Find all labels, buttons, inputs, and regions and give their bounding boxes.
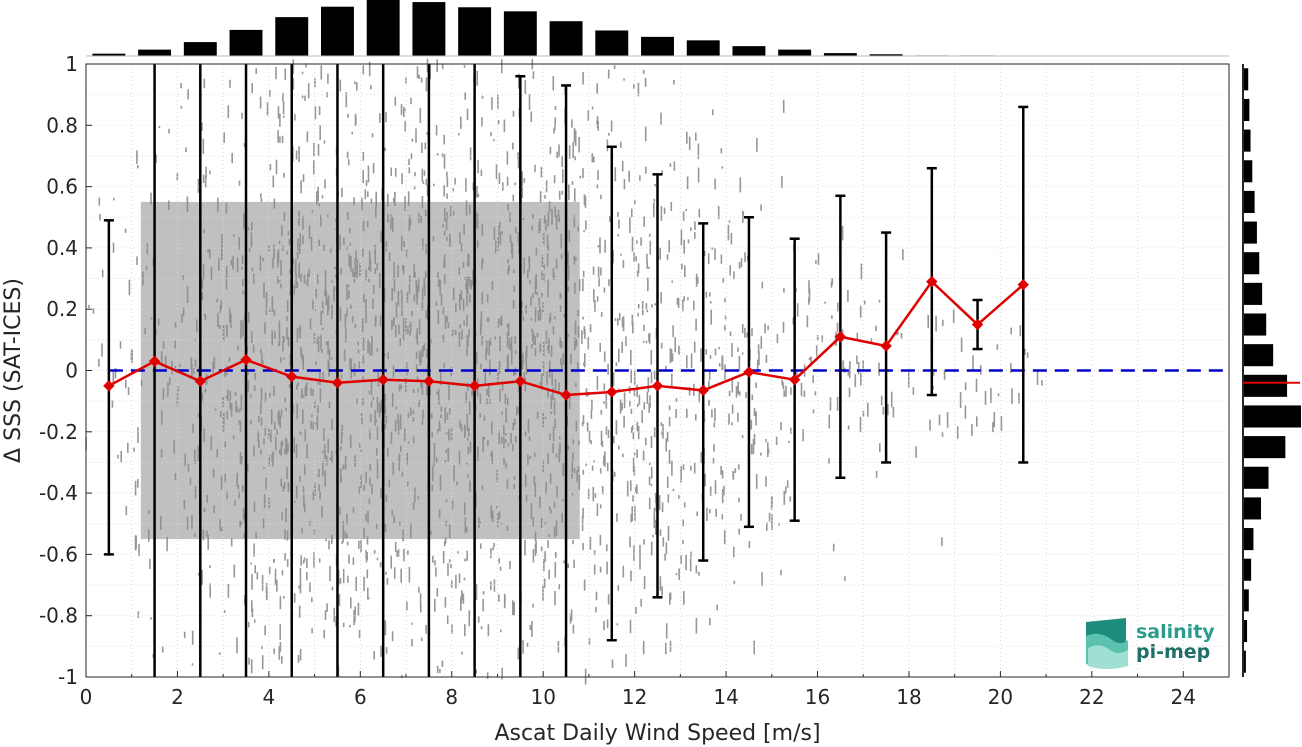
x-tick-label: 14 <box>713 685 738 709</box>
y-tick-label: -0.4 <box>39 481 78 505</box>
right-histogram-bar <box>1243 528 1254 551</box>
y-axis-title: Δ SSS (SAT-ICES) <box>1 278 26 463</box>
right-histogram-bar <box>1243 650 1246 673</box>
right-histogram-bar <box>1243 619 1248 643</box>
salinity-pi-mep-logo: salinity pi-mep <box>1086 618 1215 669</box>
mean-marker <box>240 354 252 366</box>
mean-marker <box>606 386 618 398</box>
right-histogram-bar <box>1243 190 1255 213</box>
mean-marker <box>697 384 709 397</box>
mean-marker <box>148 355 161 368</box>
top-histogram-bar <box>229 29 263 56</box>
y-tick-label: 0.2 <box>46 297 78 321</box>
right-histogram-bar <box>1243 589 1249 612</box>
right-histogram-bar <box>1243 160 1253 183</box>
right-histogram-bar <box>1243 282 1263 305</box>
x-axis: 0 2 4 6 8 10 12 14 16 18 20 22 24 <box>80 671 1230 709</box>
x-tick-label: 22 <box>1079 685 1104 709</box>
mean-marker <box>194 375 207 387</box>
y-tick-label: -0.6 <box>39 542 78 566</box>
top-histogram-bar <box>778 49 812 56</box>
top-histogram-bar <box>138 49 172 56</box>
x-tick-label: 8 <box>445 685 458 709</box>
y-tick-label: 0 <box>65 359 78 383</box>
right-histogram-bar <box>1243 466 1269 489</box>
mean-marker <box>514 375 527 387</box>
y-tick-label: -0.2 <box>39 420 78 444</box>
right-histogram-bar <box>1243 129 1251 152</box>
right-histogram-bar <box>1243 221 1257 244</box>
top-histogram-bar <box>275 17 309 56</box>
x-tick-label: 2 <box>171 685 184 709</box>
y-tick-label: 0.4 <box>46 236 78 260</box>
mean-marker <box>103 380 115 392</box>
top-histogram-bar <box>183 42 217 56</box>
mean-markers <box>103 275 1029 401</box>
y-axis: -1 -0.8 -0.6 -0.4 -0.2 0 0.2 0.4 0.6 0.8 1 <box>39 52 92 689</box>
top-histogram-bar <box>686 40 720 56</box>
top-histogram-bar <box>458 7 492 57</box>
top-histogram-bar <box>92 53 126 56</box>
mean-marker <box>423 375 435 387</box>
x-tick-label: 16 <box>805 685 830 709</box>
top-histogram-bar <box>366 0 400 56</box>
top-histogram-bar <box>869 54 903 56</box>
mean-marker <box>651 380 664 392</box>
top-histogram-bar <box>549 21 583 56</box>
right-histogram-bar <box>1243 313 1267 336</box>
top-histogram-bar <box>503 11 537 56</box>
y-tick-label: 1 <box>65 52 78 76</box>
mean-marker <box>331 377 344 389</box>
right-histogram-bar <box>1243 374 1288 397</box>
top-histogram-bar <box>595 30 629 56</box>
logo-line-1: salinity <box>1136 621 1215 643</box>
top-histogram-bar <box>641 36 674 56</box>
mean-marker <box>880 340 892 352</box>
right-histogram-bar <box>1243 405 1301 428</box>
mean-marker <box>1017 278 1029 291</box>
y-tick-label: -1 <box>58 665 78 689</box>
mean-marker <box>286 370 298 383</box>
mean-marker <box>377 373 389 386</box>
x-tick-label: 4 <box>263 685 276 709</box>
right-histogram-bar <box>1243 436 1286 459</box>
y-tick-label: 0.8 <box>46 113 78 137</box>
top-histogram-bar <box>321 6 354 56</box>
right-histogram-bar <box>1243 497 1261 520</box>
top-histogram-bar <box>732 46 766 56</box>
mean-marker <box>834 331 847 343</box>
x-axis-title: Ascat Daily Wind Speed [m/s] <box>494 721 820 746</box>
mean-marker <box>971 318 984 331</box>
top-histogram <box>86 0 1229 57</box>
mean-marker <box>743 366 755 378</box>
mean-marker <box>560 389 572 401</box>
top-histogram-bar <box>823 53 857 56</box>
mean-marker <box>926 275 938 288</box>
mean-marker <box>788 373 801 386</box>
logo-wave-icon <box>1086 618 1128 669</box>
x-tick-label: 12 <box>622 685 647 709</box>
right-histogram-bar <box>1243 98 1250 122</box>
x-tick-label: 24 <box>1171 685 1196 709</box>
right-histogram-bar <box>1243 252 1260 275</box>
x-tick-label: 6 <box>354 685 367 709</box>
y-tick-label: -0.8 <box>39 604 78 628</box>
x-tick-label: 20 <box>988 685 1013 709</box>
mean-marker <box>468 380 481 392</box>
top-histogram-bar <box>412 2 446 56</box>
logo-line-2: pi-mep <box>1136 641 1210 663</box>
right-histogram <box>1242 64 1301 677</box>
right-histogram-bar <box>1243 344 1274 367</box>
right-histogram-bar <box>1243 558 1252 581</box>
x-tick-label: 0 <box>80 685 93 709</box>
right-histogram-bar <box>1243 68 1249 91</box>
y-tick-label: 0.6 <box>46 175 78 199</box>
x-tick-label: 10 <box>530 685 555 709</box>
x-tick-label: 18 <box>896 685 921 709</box>
